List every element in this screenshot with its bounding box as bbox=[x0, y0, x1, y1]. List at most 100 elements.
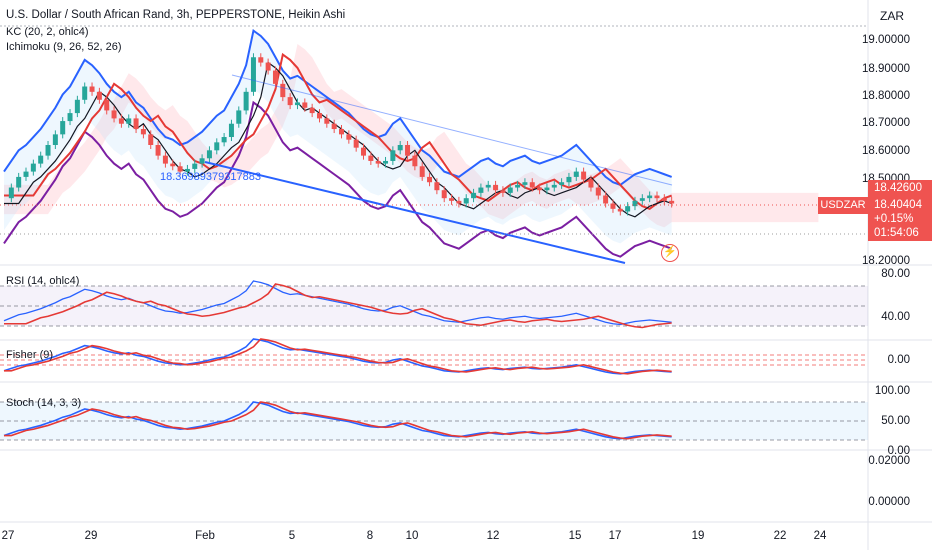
candle-body bbox=[397, 145, 403, 151]
ichimoku-cloud bbox=[4, 43, 819, 228]
candle-body bbox=[331, 123, 337, 130]
current-price: 18.40404 bbox=[874, 199, 922, 211]
rsi-label[interactable]: RSI (14, ohlc4) bbox=[6, 275, 80, 287]
candle-body bbox=[661, 198, 667, 201]
price-tag-block: 18.40404 +0.15% 01:54:06 bbox=[868, 197, 932, 241]
candle-body bbox=[493, 184, 499, 191]
candle-body bbox=[177, 166, 183, 172]
candle-body bbox=[206, 150, 212, 159]
rsi-line bbox=[3, 280, 672, 326]
candle-body bbox=[16, 176, 22, 188]
extra-tick: 0.00000 bbox=[868, 496, 910, 508]
candle-body bbox=[566, 176, 572, 183]
candle-body bbox=[280, 83, 286, 98]
candle-body bbox=[126, 118, 132, 124]
fisher-trigger-line bbox=[4, 338, 672, 375]
time-tick: Feb bbox=[195, 530, 215, 542]
candle-body bbox=[427, 176, 433, 183]
candle-body bbox=[258, 57, 264, 63]
candle-body bbox=[654, 195, 660, 199]
candle-body bbox=[199, 158, 205, 164]
candle-body bbox=[595, 187, 601, 196]
candle-body bbox=[639, 198, 645, 201]
candle-body bbox=[522, 182, 528, 185]
countdown: 01:54:06 bbox=[874, 227, 919, 239]
rsi-tick: 80.00 bbox=[881, 268, 910, 280]
candle-body bbox=[529, 182, 535, 188]
time-tick: 15 bbox=[568, 530, 582, 542]
candle-body bbox=[478, 187, 484, 193]
candle-body bbox=[419, 166, 425, 177]
last-price-tag: 18.42600 bbox=[868, 180, 932, 197]
candle-body bbox=[104, 99, 110, 111]
candle-body bbox=[184, 168, 190, 172]
candle-body bbox=[52, 134, 58, 145]
chart-title: U.S. Dollar / South African Rand, 3h, PE… bbox=[6, 9, 346, 21]
candle-body bbox=[38, 155, 44, 164]
candle-body bbox=[316, 113, 322, 119]
candle-body bbox=[96, 91, 102, 100]
lightning-icon[interactable]: ⚡ bbox=[661, 244, 679, 262]
candle-body bbox=[45, 145, 51, 156]
time-tick: 8 bbox=[366, 530, 374, 542]
time-tick: 27 bbox=[1, 530, 15, 542]
candle-body bbox=[544, 187, 550, 191]
price-tick: 18.60000 bbox=[862, 145, 910, 157]
candle-body bbox=[23, 171, 29, 177]
stoch-label[interactable]: Stoch (14, 3, 3) bbox=[6, 397, 82, 409]
candle-body bbox=[632, 200, 638, 207]
stoch-tick: 0.00 bbox=[887, 445, 910, 457]
candle-body bbox=[617, 208, 623, 212]
kc-indicator-label[interactable]: KC (20, 2, ohlc4) bbox=[6, 26, 89, 38]
candle-body bbox=[603, 195, 609, 204]
candle-body bbox=[8, 187, 14, 199]
candle-body bbox=[243, 91, 249, 111]
candle-body bbox=[214, 142, 220, 151]
candle-body bbox=[272, 70, 278, 84]
candle-body bbox=[339, 129, 344, 135]
candle-body bbox=[170, 163, 176, 167]
trend-line-lower bbox=[204, 161, 626, 264]
fisher-line bbox=[3, 338, 672, 375]
time-tick: 5 bbox=[288, 530, 296, 542]
candle-body bbox=[67, 113, 73, 122]
price-change: +0.15% bbox=[874, 213, 914, 225]
candle-body bbox=[647, 195, 653, 199]
candle-body bbox=[309, 107, 315, 114]
candle-body bbox=[353, 139, 359, 148]
candle-body bbox=[89, 86, 95, 92]
time-tick: 22 bbox=[773, 530, 787, 542]
time-tick: 10 bbox=[405, 530, 419, 542]
candle-body bbox=[287, 97, 293, 106]
candle-body bbox=[221, 137, 227, 143]
candle-body bbox=[471, 192, 477, 199]
candle-body bbox=[375, 160, 381, 164]
symbol-tag: USDZAR bbox=[818, 197, 868, 214]
candle-body bbox=[155, 145, 161, 156]
candle-body bbox=[573, 171, 579, 177]
stoch-tick: 50.00 bbox=[881, 415, 910, 427]
candle-body bbox=[412, 155, 418, 167]
candle-body bbox=[30, 163, 36, 172]
fisher-label[interactable]: Fisher (9) bbox=[6, 349, 54, 361]
candle-body bbox=[294, 102, 300, 106]
ichimoku-lagging-line bbox=[3, 100, 673, 258]
candle-body bbox=[111, 110, 117, 119]
candle-body bbox=[265, 62, 271, 71]
candle-body bbox=[500, 190, 506, 193]
price-tick: 18.70000 bbox=[862, 117, 910, 129]
candle-body bbox=[559, 182, 565, 185]
price-tick: 18.80000 bbox=[862, 90, 910, 102]
currency-label[interactable]: ZAR bbox=[880, 9, 904, 23]
candle-body bbox=[82, 86, 88, 100]
candle-body bbox=[74, 99, 80, 114]
ichimoku-indicator-label[interactable]: Ichimoku (9, 26, 52, 26) bbox=[6, 41, 122, 53]
candle-body bbox=[551, 184, 557, 188]
candle-body bbox=[383, 160, 389, 164]
time-tick: 19 bbox=[691, 530, 705, 542]
candle-body bbox=[390, 150, 396, 161]
kc-upper-line bbox=[3, 28, 673, 187]
time-tick: 12 bbox=[486, 530, 500, 542]
time-tick: 24 bbox=[813, 530, 827, 542]
